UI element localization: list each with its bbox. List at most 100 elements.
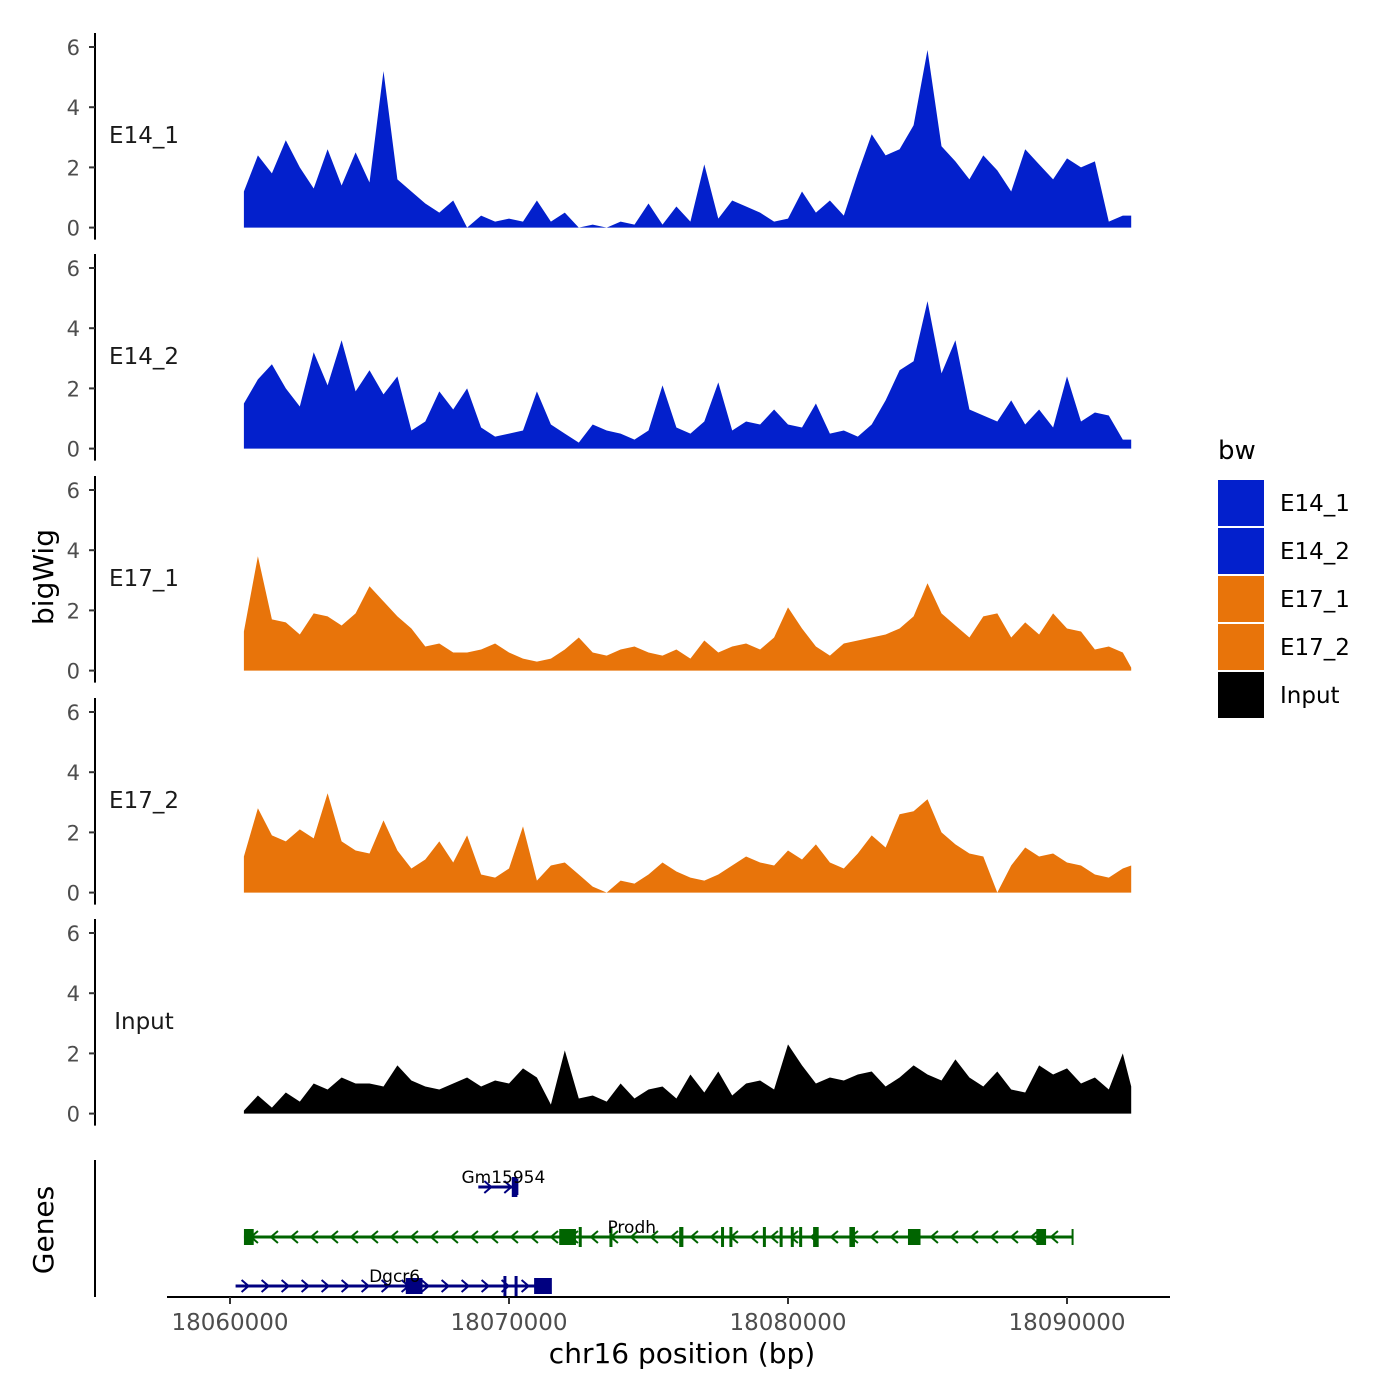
strand-chevron: [649, 1230, 659, 1244]
strand-chevron: [369, 1230, 379, 1244]
y-tick-label: 4: [67, 982, 80, 1006]
exon-block: [779, 1227, 783, 1247]
y-tick-label: 0: [67, 1103, 80, 1127]
strand-chevron: [260, 1279, 271, 1293]
panel-e14-1: 0 2 4 6 E14_1: [67, 33, 1132, 241]
gene-dgcr6: Dgcr6: [235, 1267, 552, 1296]
x-tick-label: 18080000: [729, 1310, 846, 1336]
track-panels: 0 2 4 6 E14_1 0 2 4 6 E14_2 0 2 4 6 E17_1 0 2 4 6 E17_2 0 2 4 6…: [67, 33, 1132, 1127]
exon-block: [243, 1229, 254, 1245]
strand-chevron: [269, 1230, 279, 1244]
strand-chevron: [869, 1230, 879, 1244]
strand-chevron: [669, 1230, 679, 1244]
strand-chevron: [1009, 1230, 1019, 1244]
strand-chevron: [489, 1230, 499, 1244]
exon-block: [534, 1278, 551, 1294]
strand-chevron: [529, 1230, 539, 1244]
y-tick-label: 6: [67, 257, 80, 281]
strand-chevron: [300, 1279, 311, 1293]
strand-chevron: [520, 1279, 531, 1293]
strand-chevron: [409, 1230, 419, 1244]
strand-chevron: [1049, 1230, 1059, 1244]
strand-chevron: [380, 1279, 391, 1293]
gene-name-label: Gm15954: [462, 1168, 546, 1188]
panel-label: E17_2: [109, 788, 179, 814]
exon-block: [907, 1229, 921, 1245]
gene-prodh: Prodh: [243, 1218, 1074, 1247]
strand-chevron: [420, 1279, 431, 1293]
strand-chevron: [769, 1230, 779, 1244]
exon-block: [559, 1229, 576, 1245]
exon-block: [762, 1227, 766, 1247]
strand-chevron: [689, 1230, 699, 1244]
x-tick-label: 18060000: [171, 1310, 288, 1336]
y-tick-label: 2: [67, 599, 80, 623]
legend-swatch: [1218, 672, 1264, 718]
strand-chevron: [949, 1230, 959, 1244]
y-tick-label: 2: [67, 156, 80, 180]
panel-e17-2: 0 2 4 6 E17_2: [67, 698, 1132, 906]
y-axis-title: bigWig: [27, 529, 60, 625]
legend-swatch: [1218, 528, 1264, 574]
y-tick-label: 0: [67, 882, 80, 906]
y-tick-label: 0: [67, 660, 80, 684]
strand-chevron: [329, 1230, 339, 1244]
strand-chevron: [340, 1279, 351, 1293]
legend-label: E17_2: [1280, 635, 1350, 661]
y-tick-label: 0: [67, 217, 80, 241]
y-tick-label: 4: [67, 317, 80, 341]
exon-block: [813, 1227, 819, 1247]
coverage-area-e17-1: [243, 556, 1132, 671]
exon-block: [729, 1227, 733, 1247]
panel-label: E17_1: [109, 566, 179, 592]
strand-chevron: [629, 1230, 639, 1244]
strand-chevron: [989, 1230, 999, 1244]
exon-block: [514, 1276, 518, 1296]
gene-name-label: Prodh: [607, 1218, 656, 1238]
coverage-area-e17-2: [243, 793, 1132, 893]
exon-block: [405, 1278, 423, 1294]
x-tick-label: 18070000: [450, 1310, 567, 1336]
x-axis-ticks: 18060000 18070000 18080000 18090000: [171, 1297, 1126, 1336]
strand-chevron: [549, 1230, 559, 1244]
y-tick-label: 6: [67, 922, 80, 946]
exon-block: [1036, 1229, 1047, 1245]
strand-chevron: [309, 1230, 319, 1244]
strand-chevron: [280, 1279, 291, 1293]
strand-chevron: [889, 1230, 899, 1244]
exon-block: [511, 1177, 518, 1197]
exon-block: [849, 1227, 855, 1247]
strand-chevron: [360, 1279, 371, 1293]
x-tick-label: 18090000: [1008, 1310, 1125, 1336]
exon-block: [790, 1227, 794, 1247]
exon-block: [799, 1227, 803, 1247]
strand-chevron: [509, 1230, 519, 1244]
strand-chevron: [469, 1230, 479, 1244]
panel-e14-2: 0 2 4 6 E14_2: [67, 254, 1132, 462]
strand-chevron: [449, 1230, 459, 1244]
legend-swatch: [1218, 480, 1264, 526]
panel-label: E14_2: [109, 344, 179, 370]
coverage-area-input: [243, 1044, 1132, 1114]
legend-swatch: [1218, 624, 1264, 670]
exon-block: [503, 1276, 507, 1296]
panel-input: 0 2 4 6 Input: [67, 919, 1132, 1127]
strand-chevron: [480, 1279, 491, 1293]
legend-title: bw: [1218, 436, 1256, 466]
strand-chevron: [460, 1279, 471, 1293]
strand-chevron: [929, 1230, 939, 1244]
strand-chevron: [429, 1230, 439, 1244]
strand-chevron: [709, 1230, 719, 1244]
gene-track: Gm15954 Prodh Dgcr6: [94, 1160, 1074, 1297]
panel-e17-1: 0 2 4 6 E17_1: [67, 476, 1132, 684]
strand-chevron: [749, 1230, 759, 1244]
y-tick-label: 0: [67, 438, 80, 462]
panel-label: E14_1: [109, 123, 179, 149]
legend-label: Input: [1280, 683, 1340, 709]
strand-chevron: [589, 1230, 599, 1244]
legend-label: E14_1: [1280, 491, 1350, 517]
genes-axis-title: Genes: [27, 1186, 60, 1274]
y-tick-label: 2: [67, 377, 80, 401]
strand-chevron: [349, 1230, 359, 1244]
